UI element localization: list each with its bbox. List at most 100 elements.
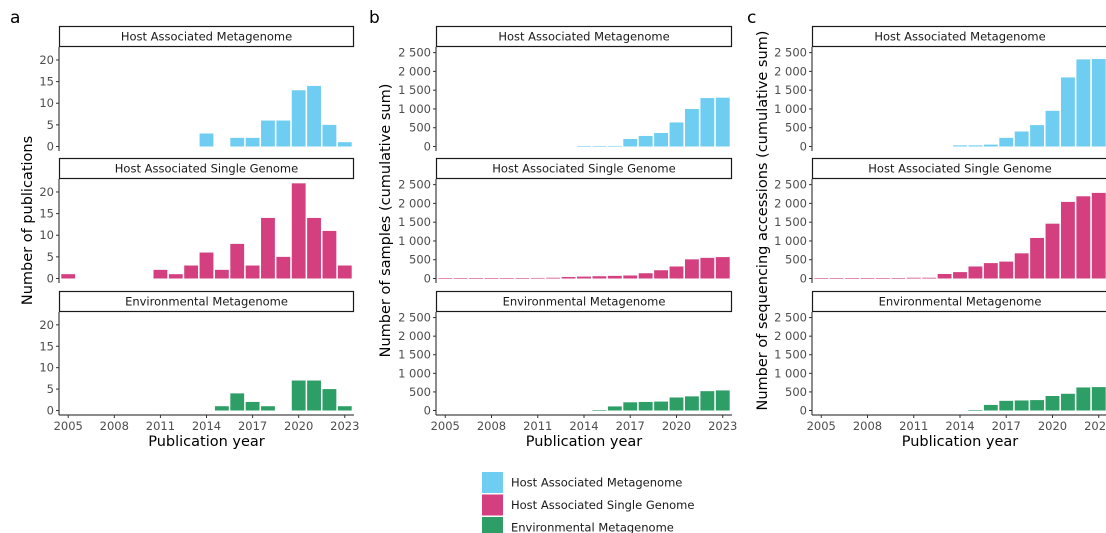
bar-c-2-2013 xyxy=(937,273,952,279)
bar-b-1-2021 xyxy=(684,108,699,147)
legend-item: Host Associated Metagenome xyxy=(482,472,682,493)
y-tick-label: 2 500 xyxy=(398,46,431,60)
bar-b-3-2016 xyxy=(607,406,622,411)
bar-c-1-2020 xyxy=(1045,110,1060,147)
x-tick-label: 2017 xyxy=(238,419,267,433)
bar-c-2-2022 xyxy=(1076,196,1091,279)
bar-b-2-2017 xyxy=(623,275,638,279)
bar-b-3-2022 xyxy=(700,391,715,411)
y-tick-label: 2 500 xyxy=(774,311,807,325)
bar-b-1-2018 xyxy=(638,135,653,147)
y-tick-label: 500 xyxy=(785,253,807,267)
x-tick-label: 2005 xyxy=(54,419,83,433)
panel-c: c Host Associated Metagenome 0 500 1 000 1 50… xyxy=(747,8,1106,450)
facet-strip-label: Host Associated Metagenome xyxy=(874,30,1045,44)
y-tick-label: 0 xyxy=(47,404,54,418)
bar-b-2-2023 xyxy=(715,257,730,279)
bar-a-2-2015 xyxy=(214,269,229,279)
y-tick-label: 0 xyxy=(47,272,54,286)
facet-strip xyxy=(811,157,1106,180)
y-tick-label: 0 xyxy=(800,404,807,418)
facet-c-3: Environmental Metagenome 0 500 1 000 1 500 2 … xyxy=(774,290,1106,433)
x-tick-label: 2011 xyxy=(146,419,175,433)
bar-c-2-2006 xyxy=(829,278,844,279)
facet-strip-label: Environmental Metagenome xyxy=(125,295,288,309)
facet-strip xyxy=(435,290,733,313)
bar-a-2-2020 xyxy=(291,183,306,279)
x-tick-label: 2020 xyxy=(1038,419,1067,433)
bar-c-3-2021 xyxy=(1060,393,1075,411)
y-axis-title: Number of samples (cumulative sum) xyxy=(378,84,394,358)
y-tick-label: 15 xyxy=(39,207,54,221)
bar-c-1-2022 xyxy=(1076,59,1091,147)
facet-strip xyxy=(435,157,733,180)
y-tick-label: 20 xyxy=(39,318,54,332)
x-tick-label: 2020 xyxy=(284,419,313,433)
facet-a-2: Host Associated Single Genome 0 5 10 15 20 xyxy=(39,157,355,286)
y-tick-label: 0 xyxy=(47,140,54,154)
facet-strip-label: Environmental Metagenome xyxy=(503,295,666,309)
y-tick-label: 1 000 xyxy=(398,102,431,116)
bar-b-2-2009 xyxy=(499,278,514,279)
bar-b-3-2020 xyxy=(669,397,684,411)
bar-a-3-2017 xyxy=(245,401,260,411)
bar-b-2-2015 xyxy=(592,276,607,279)
panel-letter-a: a xyxy=(10,8,20,28)
y-tick-label: 2 000 xyxy=(774,329,807,343)
bar-b-2-2011 xyxy=(530,277,545,279)
y-tick-label: 0 xyxy=(424,272,431,286)
bar-c-3-2018 xyxy=(1014,400,1029,411)
bar-c-3-2019 xyxy=(1030,400,1045,411)
facet-b-3: Environmental Metagenome 0 500 1 000 1 500 2 … xyxy=(398,290,737,433)
bar-c-2-2017 xyxy=(999,261,1014,279)
bar-b-2-2021 xyxy=(684,259,699,279)
y-tick-label: 1 500 xyxy=(774,83,807,97)
bar-c-2-2015 xyxy=(968,266,983,279)
legend-key xyxy=(482,517,503,533)
facet-strip xyxy=(58,25,355,48)
x-tick-label: 2011 xyxy=(899,419,928,433)
y-tick-label: 20 xyxy=(39,185,54,199)
bar-b-3-2018 xyxy=(638,401,653,411)
bar-b-2-2012 xyxy=(546,277,561,279)
y-tick-label: 1 000 xyxy=(398,366,431,380)
bar-b-3-2015 xyxy=(592,410,607,411)
facet-strip-label: Environmental Metagenome xyxy=(879,295,1042,309)
bar-b-1-2014 xyxy=(577,146,591,147)
x-tick-label: 2017 xyxy=(992,419,1021,433)
y-axis-title: Number of sequencing accessions (cumulat… xyxy=(755,31,771,411)
bar-b-2-2016 xyxy=(607,275,622,279)
y-tick-label: 0 xyxy=(800,272,807,286)
y-tick-label: 2 000 xyxy=(398,196,431,210)
bar-a-3-2023 xyxy=(337,406,352,411)
bar-a-2-2018 xyxy=(261,217,275,279)
bar-c-3-2017 xyxy=(999,400,1014,411)
x-tick-label: 2014 xyxy=(569,419,598,433)
bar-b-1-2015 xyxy=(592,146,607,147)
y-axis-title: Number of publications xyxy=(20,136,36,305)
bar-c-2-2012 xyxy=(922,277,937,279)
y-tick-label: 1 500 xyxy=(774,215,807,229)
bar-a-1-2020 xyxy=(291,90,306,147)
y-tick-label: 15 xyxy=(39,75,54,89)
bar-b-2-2005 xyxy=(438,278,453,279)
bar-c-2-2011 xyxy=(906,277,921,279)
y-tick-label: 0 xyxy=(424,140,431,154)
bar-c-3-2020 xyxy=(1045,396,1060,411)
bar-c-2-2008 xyxy=(860,278,875,279)
bar-a-2-2011 xyxy=(153,269,168,279)
y-tick-label: 10 xyxy=(39,228,54,242)
bar-c-2-2020 xyxy=(1045,223,1060,279)
x-tick-label: 2014 xyxy=(945,419,974,433)
x-axis-title: Publication year xyxy=(526,434,643,450)
y-tick-label: 2 500 xyxy=(398,311,431,325)
y-tick-label: 1 500 xyxy=(398,215,431,229)
facet-strip xyxy=(811,290,1106,313)
bar-a-2-2021 xyxy=(307,217,321,279)
y-tick-label: 2 000 xyxy=(398,329,431,343)
x-tick-label: 2005 xyxy=(807,419,836,433)
y-tick-label: 1 500 xyxy=(398,348,431,362)
y-tick-label: 2 000 xyxy=(398,64,431,78)
bar-a-3-2018 xyxy=(261,406,275,411)
